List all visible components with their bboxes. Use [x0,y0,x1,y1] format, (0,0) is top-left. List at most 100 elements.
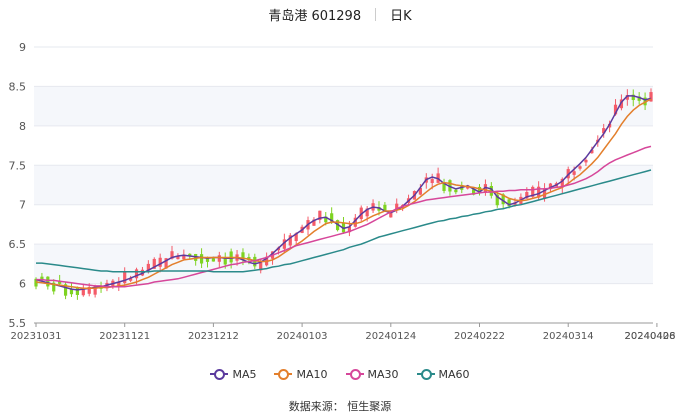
candle-body [442,182,446,191]
ma30-legend-icon [345,368,364,380]
candle-body [572,171,576,175]
candle-body [158,257,162,267]
ma60-line [36,169,652,273]
ma10-line [35,98,652,290]
candle-body [471,189,476,195]
candle-body [182,254,186,260]
candle-body [40,276,44,280]
chart-header: 青岛港 601298 日K [0,4,680,24]
x-tick-label: 20240314 [543,331,594,342]
candle-body [531,186,535,197]
candle-body [81,289,85,296]
candle-body [501,194,505,205]
ma10-legend-icon [274,368,293,380]
candle-body [69,289,74,295]
candle-body [578,166,582,169]
candle-body [542,188,547,199]
candle-body [395,203,399,210]
candle-body [75,287,79,295]
candle-body [389,211,393,218]
data-source: 数据来源： 恒生聚源 [288,400,392,413]
candle-body [93,286,97,295]
y-tick-label: 6 [19,278,26,291]
candle-body [525,192,529,199]
y-tick-label: 8 [19,120,26,133]
candle-body [294,233,298,242]
legend-item-ma30[interactable]: MA30 [345,366,399,382]
candle-body [134,269,139,279]
candle-body [560,178,564,188]
x-tick-label: 20240103 [277,331,328,342]
candle-body [548,183,553,190]
candle-body [211,258,216,262]
title-divider [375,7,377,21]
candle-body [537,186,541,198]
y-tick-label: 6.5 [9,238,27,251]
candle-body [584,159,588,163]
candle-body [377,206,381,211]
candle-body [199,254,204,264]
candle-body [613,104,618,115]
candle-body [430,179,434,184]
candle-body [259,261,263,271]
candle-body [312,219,316,226]
candle-body [383,204,387,212]
candle-body [365,208,369,217]
grid-band [34,86,653,126]
legend-label: MA60 [438,367,470,381]
candle-body [418,187,422,195]
legend-label: MA10 [296,367,328,381]
legend-item-ma60[interactable]: MA60 [416,366,470,382]
x-tick-label: 20240222 [454,331,505,342]
y-tick-label: 7 [19,199,26,212]
y-tick-label: 9 [19,41,26,54]
candle-body [347,226,352,233]
legend-item-ma5[interactable]: MA5 [210,366,256,382]
period-label[interactable]: 日K [390,8,412,24]
candle-body [241,252,245,260]
chart-legend: MA5 MA10 MA30 MA60 [0,366,680,382]
y-tick-label: 5.5 [9,317,27,330]
x-tick-label: 20240124 [365,331,416,342]
candle-body [353,217,357,227]
grid-band [34,165,653,205]
ma5-legend-icon [210,368,229,380]
x-tick-label: 20231212 [188,331,239,342]
candle-body [454,189,458,193]
candle-body [223,258,227,265]
candle-body [152,258,156,269]
candle-body [217,255,221,262]
x-tick-label: 20240426 [625,331,676,342]
y-tick-label: 8.5 [9,80,27,93]
candle-body [205,256,210,262]
candle-body [282,239,286,249]
candle-body [46,276,50,287]
legend-label: MA5 [232,367,257,381]
legend-item-ma10[interactable]: MA10 [274,366,328,382]
candle-body [625,95,629,100]
candle-body [324,216,328,223]
candle-body [631,94,635,101]
candle-body [590,149,594,154]
candle-body [170,251,174,259]
candle-body [288,235,292,246]
x-tick-label: 20231031 [11,331,62,342]
ma60-legend-icon [416,368,435,380]
candle-body [146,263,150,271]
candle-body [63,284,68,296]
x-tick-label: 20231121 [99,331,150,342]
candle-body [483,184,488,193]
candle-body [602,128,606,134]
candle-body [637,96,641,101]
candle-body [619,99,624,109]
candle-body [188,253,192,257]
candle-body [176,256,180,260]
x-tick-label: 20240408 [625,331,676,342]
candle-body [318,210,322,220]
candle-body [507,199,511,207]
candle-body [330,213,334,222]
candle-body [164,258,168,269]
chart-title: 青岛港 601298 [268,8,362,24]
